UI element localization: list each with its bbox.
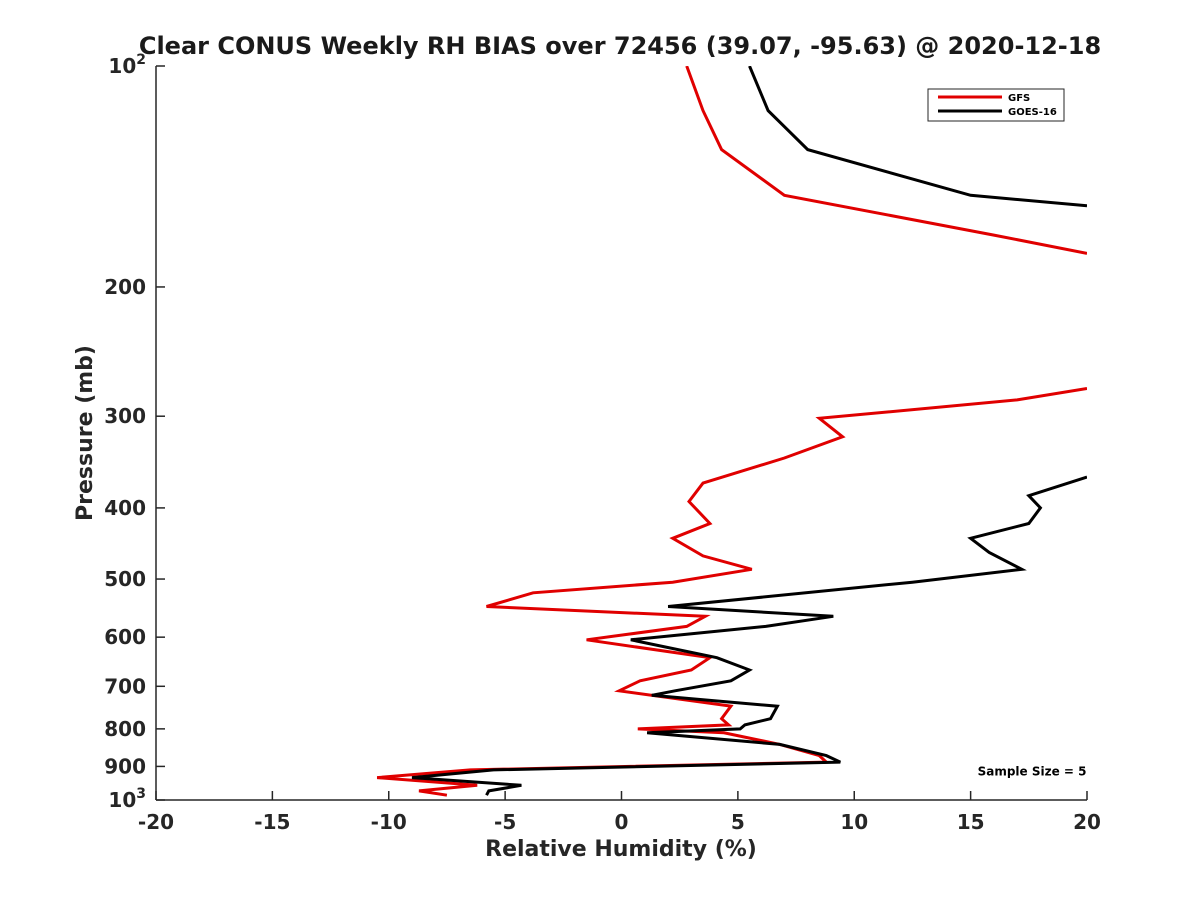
y-tick-label: 600 <box>104 625 146 649</box>
y-tick-label: 300 <box>104 404 146 428</box>
y-tick-label: 103 <box>108 786 146 812</box>
legend-label-goes16: GOES-16 <box>1008 107 1057 118</box>
legend-label-gfs: GFS <box>1008 93 1030 104</box>
annotation-sample-size: Sample Size = 5 <box>978 765 1087 779</box>
legend: GFS GOES-16 <box>927 88 1065 122</box>
annotations: Sample Size = 5 <box>978 765 1087 779</box>
x-tick-label: -10 <box>371 810 407 834</box>
x-tick-label: -5 <box>494 810 516 834</box>
y-tick-label: 500 <box>104 567 146 591</box>
x-tick-label: -20 <box>138 810 174 834</box>
y-ticks: 102 200 300 400 500 600 700 800 900 103 <box>104 52 165 812</box>
x-tick-label: 10 <box>840 810 868 834</box>
plot-area <box>376 66 1087 797</box>
x-tick-label: 5 <box>731 810 745 834</box>
y-tick-label: 700 <box>104 674 146 698</box>
y-tick-label: 900 <box>104 754 146 778</box>
x-tick-label: 20 <box>1073 810 1101 834</box>
y-tick-label: 200 <box>104 275 146 299</box>
x-tick-label: 15 <box>957 810 985 834</box>
series-line-gfs-segment-1 <box>685 66 1087 255</box>
y-tick-label: 800 <box>104 717 146 741</box>
y-tick-label: 102 <box>108 52 146 78</box>
series-line-goes16-segment-2 <box>411 475 1087 796</box>
series-line-goes16-segment-1 <box>748 66 1087 208</box>
x-axis-label: Relative Humidity (%) <box>485 837 757 862</box>
y-tick-label: 400 <box>104 496 146 520</box>
x-tick-label: -15 <box>254 810 290 834</box>
y-axis-label: Pressure (mb) <box>73 345 98 521</box>
series-line-gfs-segment-2 <box>376 387 1087 797</box>
legend-box <box>927 88 1065 122</box>
x-tick-label: 0 <box>615 810 629 834</box>
x-ticks: -20 -15 -10 -5 0 5 10 15 20 <box>138 791 1101 834</box>
chart-title: Clear CONUS Weekly RH BIAS over 72456 (3… <box>139 32 1101 60</box>
